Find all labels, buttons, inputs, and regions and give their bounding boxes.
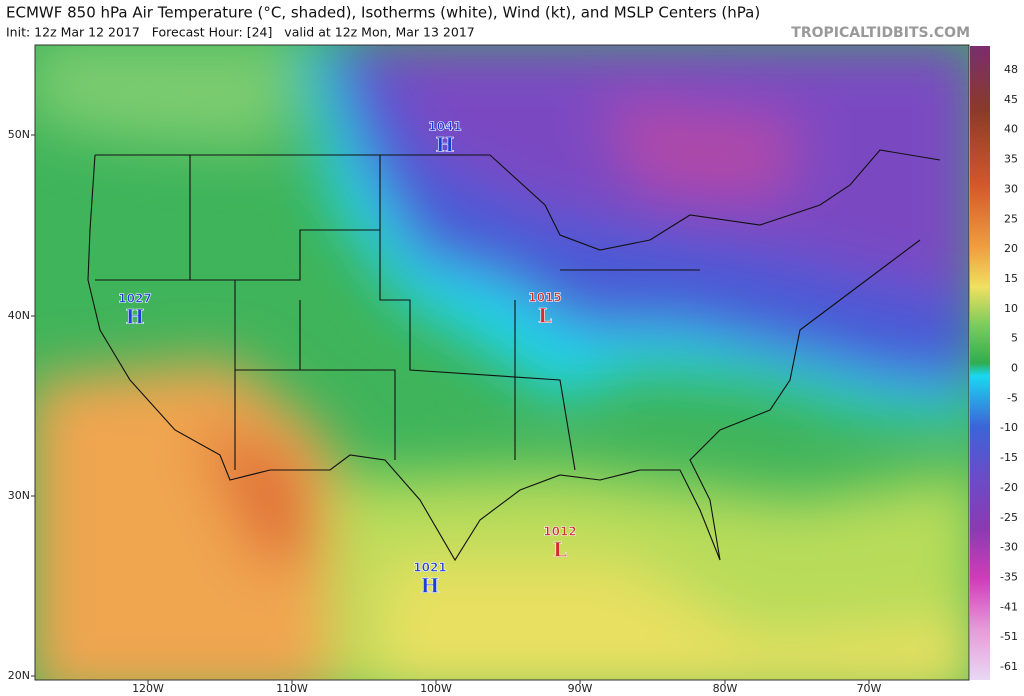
pressure-value: 1015: [528, 291, 561, 305]
longitude-label: 100W: [420, 682, 452, 695]
colorbar-label: -35: [1000, 570, 1018, 583]
title: ECMWF 850 hPa Air Temperature (°C, shade…: [6, 4, 760, 22]
latitude-label: 40N: [8, 309, 30, 322]
boundaries: [87, 149, 941, 562]
longitude-label: 80W: [713, 682, 738, 695]
pressure-value: 1041: [428, 120, 461, 134]
source: TROPICALTIDBITS.COM: [791, 25, 970, 41]
pressure-value: 1012: [543, 525, 576, 539]
longitude-label: 110W: [276, 682, 308, 695]
colorbar-label: 20: [1004, 242, 1018, 255]
pressure-letter: H: [126, 305, 145, 329]
colorbar-label: -61: [1000, 660, 1018, 673]
colorbar-label: -5: [1007, 391, 1018, 404]
map-field: [35, 45, 969, 680]
colorbar-label: 5: [1011, 332, 1018, 345]
colorbar-label: 30: [1004, 182, 1018, 195]
colorbar-label: 45: [1004, 93, 1018, 106]
colorbar-label: -30: [1000, 541, 1018, 554]
map-frame: [34, 44, 970, 681]
colorbar-label: -51: [1000, 630, 1018, 643]
colorbar-label: -10: [1000, 421, 1018, 434]
colorbar-label: 40: [1004, 123, 1018, 136]
latitude-label: 50N: [8, 128, 30, 141]
colorbar-label: 48: [1004, 63, 1018, 76]
colorbar-label: -15: [1000, 451, 1018, 464]
colorbar-label: 0: [1011, 362, 1018, 375]
colorbar-label: -25: [1000, 511, 1018, 524]
colorbar: [970, 46, 990, 680]
colorbar-label: 15: [1004, 272, 1018, 285]
subtitle: Init: 12z Mar 12 2017 Forecast Hour: [24…: [6, 25, 475, 40]
pressure-letter: L: [553, 538, 567, 562]
latitude-label: 20N: [8, 669, 30, 682]
colorbar-label: 35: [1004, 153, 1018, 166]
pressure-value: 1021: [413, 561, 446, 575]
colorbar-label: -20: [1000, 481, 1018, 494]
pressure-value: 1027: [118, 292, 151, 306]
colorbar-label: 10: [1004, 302, 1018, 315]
longitude-label: 120W: [132, 682, 164, 695]
pressure-letter: H: [436, 133, 455, 157]
latitude-label: 30N: [8, 489, 30, 502]
labels-layer: 50N 40N 30N 20N 120W 110W 100W 90W 80W 70W 48 45 40 3…: [8, 63, 1018, 695]
pressure-letter: L: [538, 304, 552, 328]
colorbar-label: 25: [1004, 212, 1018, 225]
pressure-letter: H: [421, 574, 440, 598]
colorbar-label: -41: [1000, 600, 1018, 613]
longitude-label: 70W: [857, 682, 882, 695]
longitude-label: 90W: [568, 682, 593, 695]
